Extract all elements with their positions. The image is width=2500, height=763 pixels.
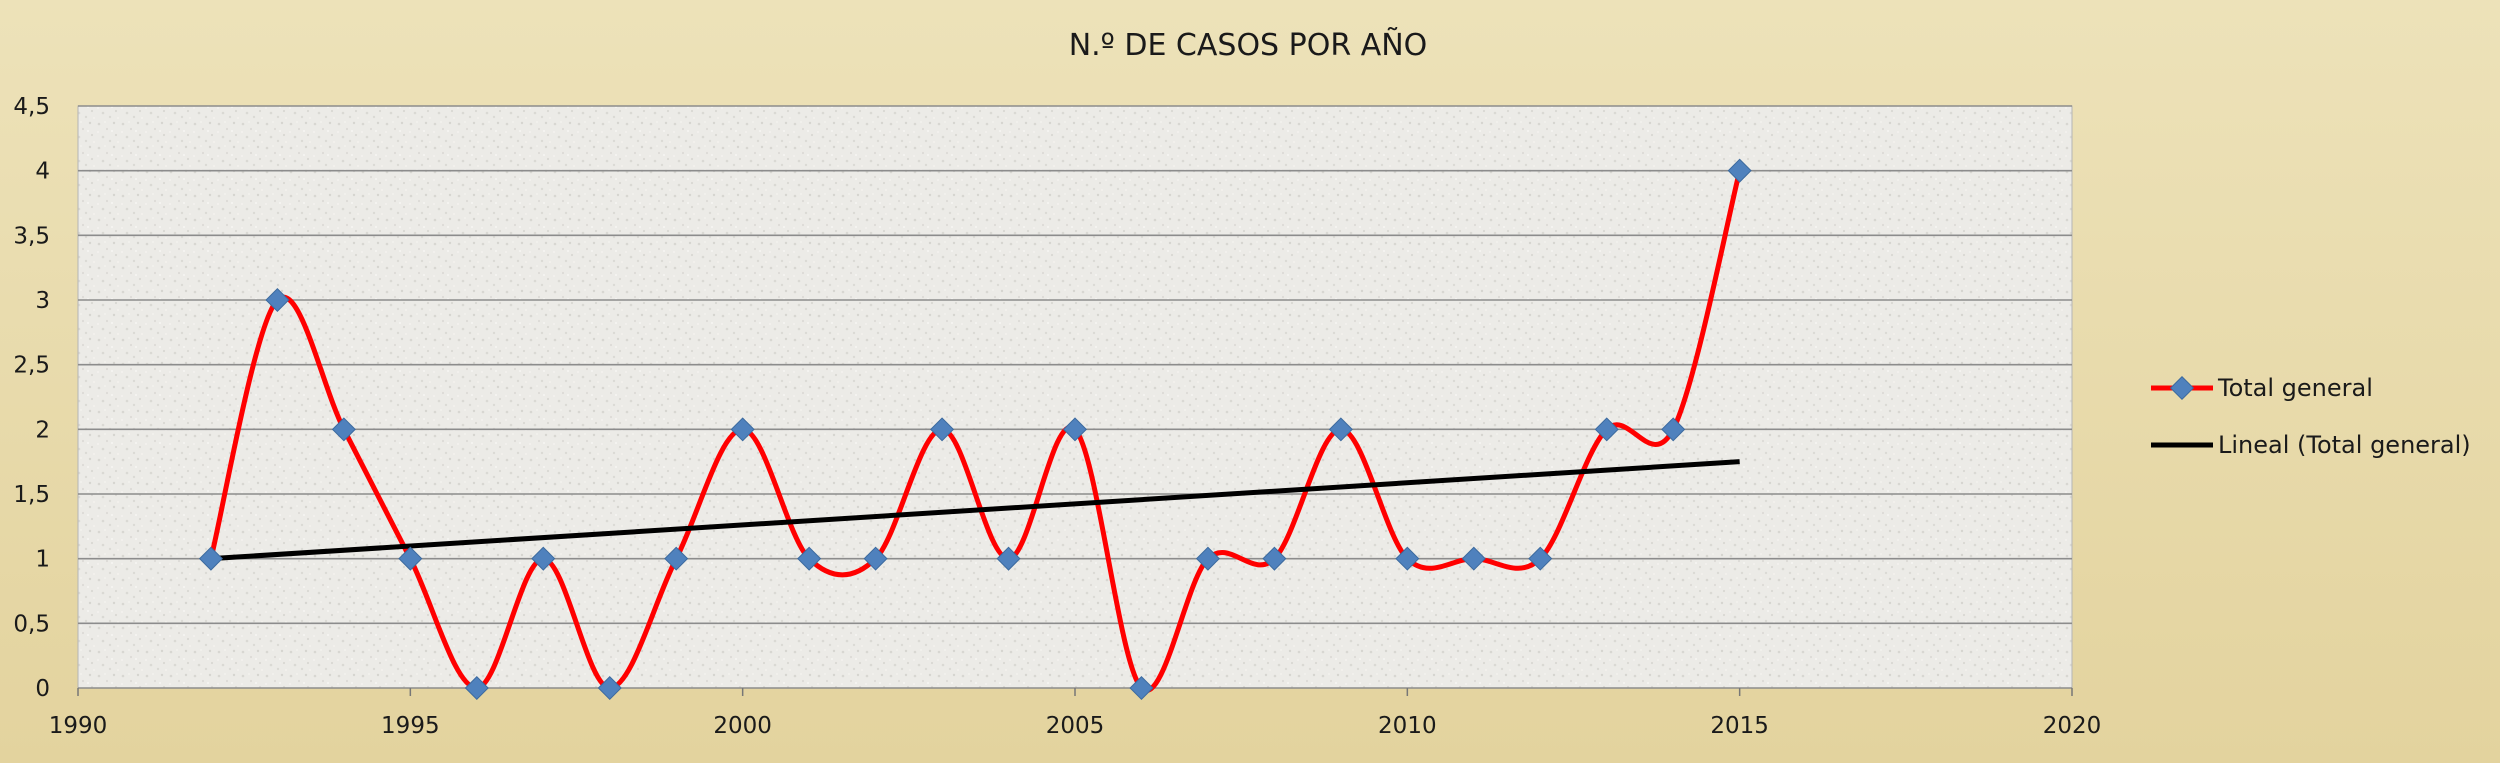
x-tick-label: 2010 (1378, 713, 1437, 739)
y-tick-label: 2 (35, 417, 50, 443)
series-layer (198, 158, 1752, 701)
data-point (531, 546, 556, 571)
data-point (1528, 546, 1553, 571)
data-point (331, 417, 356, 442)
data-point (664, 546, 689, 571)
y-tick-label: 3 (35, 288, 50, 314)
x-tick-label: 2000 (713, 713, 772, 739)
data-point (1727, 158, 1752, 183)
data-point (863, 546, 888, 571)
data-point (1661, 417, 1686, 442)
legend-label-trendline: Lineal (Total general) (2218, 431, 2471, 459)
y-tick-label: 2,5 (13, 353, 50, 379)
x-tick-label: 2020 (2043, 713, 2102, 739)
data-point (1062, 417, 1088, 442)
x-tick-label: 1990 (49, 713, 108, 739)
data-point (265, 287, 290, 313)
data-point (1395, 546, 1420, 571)
y-tick-label: 3,5 (13, 223, 50, 249)
data-point (1129, 675, 1154, 701)
data-point (597, 675, 622, 701)
y-tick-label: 1,5 (13, 482, 50, 508)
legend: Total general Lineal (Total general) (2151, 374, 2471, 459)
legend-marker-total-general (2169, 375, 2195, 401)
x-axis: 1990 1995 2000 2005 2010 2015 2020 (49, 688, 2102, 739)
y-tick-label: 0 (35, 676, 50, 702)
plot-area (77, 105, 2073, 689)
legend-label-total-general: Total general (2217, 374, 2373, 402)
data-point (996, 546, 1021, 571)
data-point (730, 417, 755, 442)
x-tick-label: 2005 (1046, 713, 1105, 739)
trendline-lineal (210, 459, 1740, 562)
x-tick-label: 2015 (1710, 713, 1769, 739)
data-point (1594, 417, 1619, 442)
data-point (1328, 417, 1353, 442)
data-point (930, 417, 955, 442)
chart-title: N.º DE CASOS POR AÑO (1069, 27, 1428, 63)
data-point (1461, 546, 1486, 571)
data-point (797, 546, 822, 571)
y-tick-label: 4,5 (13, 94, 50, 120)
data-point (464, 675, 489, 701)
x-tick-label: 1995 (381, 713, 440, 739)
y-axis: 0 0,5 1 1,5 2 2,5 3 3,5 4 4,5 (13, 94, 50, 702)
y-tick-label: 1 (35, 547, 50, 573)
data-point (198, 546, 223, 571)
y-tick-label: 4 (35, 159, 50, 185)
data-point (1195, 546, 1220, 571)
data-point (398, 546, 423, 571)
data-point (1262, 546, 1287, 571)
y-tick-label: 0,5 (13, 611, 50, 637)
